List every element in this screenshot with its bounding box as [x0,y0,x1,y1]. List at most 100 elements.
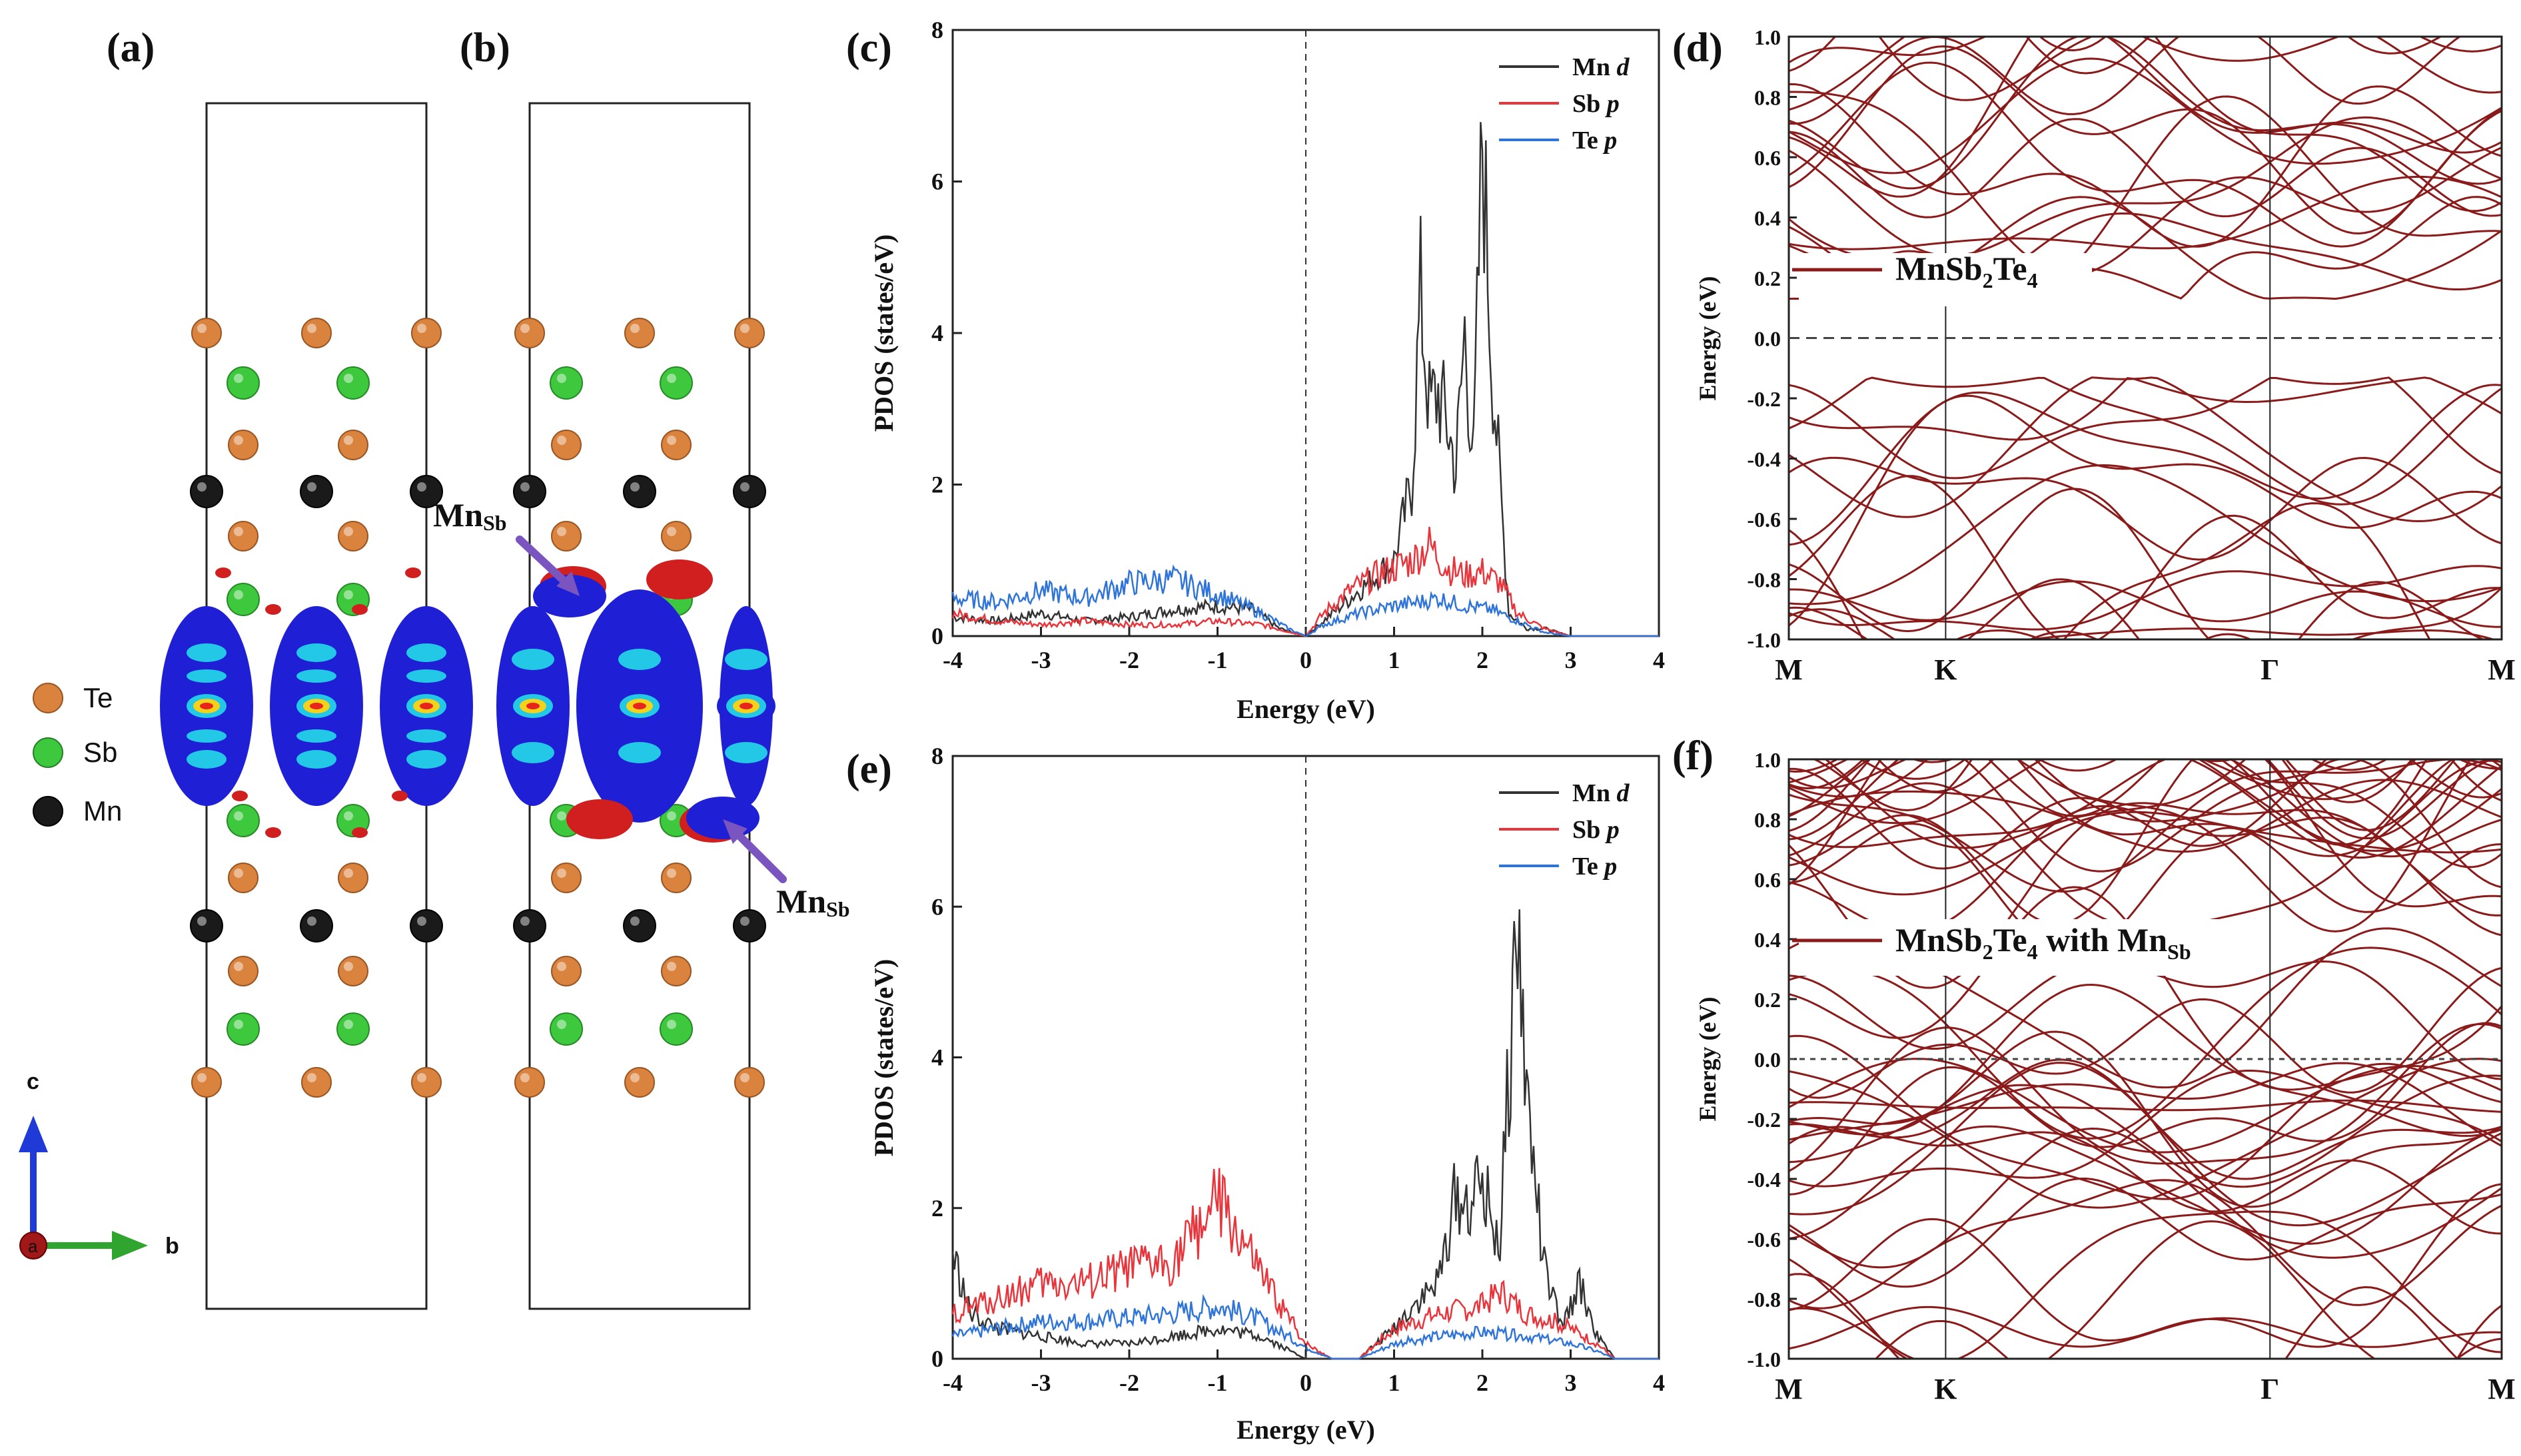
band-line [1789,1058,2502,1180]
legend-sb-ball [33,737,63,768]
x-tick-label: 2 [1476,1369,1488,1396]
atom-highlight [234,1020,243,1029]
band-line [2033,759,2328,823]
atom-highlight [234,811,243,821]
atom-sb [550,366,583,400]
atom-te [624,1067,655,1098]
atom-highlight [667,436,676,445]
density-blue [686,797,759,839]
atom-mn [300,475,333,508]
atom-te [228,521,258,551]
band-line [1789,759,2456,831]
band-line [2230,759,2428,846]
band-line [1824,759,2502,849]
density-lobe [296,750,336,769]
plot-f-ylabel: Energy (eV) [1694,997,1721,1122]
density-red [646,559,713,599]
k-label: M [2488,653,2516,686]
b-axis-head [112,1231,148,1260]
plot-f-legend-text: MnSb2Te4 with MnSb [1895,921,2191,964]
a-axis-label: a [28,1236,38,1256]
y-tick-label: 0.2 [1754,988,1781,1012]
atom-highlight [667,962,676,971]
x-tick-label: -4 [943,647,963,673]
charge-density-a [160,567,473,838]
atom-highlight [234,436,243,445]
band-line [1789,83,2502,248]
atom-mn [190,909,223,942]
band-line [1789,779,2502,853]
band-line [1789,37,2462,125]
band-line [1789,759,2502,886]
atom-sb [227,366,260,400]
y-tick-label: 2 [931,472,943,498]
density-blue [533,575,606,617]
defect-label-top: MnSb [433,496,507,535]
band-line [2024,627,2496,639]
density-lobe [406,643,446,662]
atom-highlight [740,324,750,333]
atom-highlight [520,1073,530,1082]
band-line [1789,456,2502,561]
band-line [1789,1070,2502,1188]
y-tick-label: -1.0 [1747,1347,1781,1371]
atom-te [551,521,582,551]
y-tick-label: -0.2 [1747,387,1781,411]
density-red [566,799,633,839]
atom-sb [227,583,260,616]
atom-te [734,1067,765,1098]
band-line [1789,623,2502,752]
k-label: Γ [2261,1373,2279,1405]
x-tick-label: 1 [1388,1369,1400,1396]
atom-highlight [417,324,426,333]
density-lobe [310,703,323,709]
atom-te [338,863,368,893]
atom-mn [513,475,546,508]
atom-highlight [344,374,353,383]
y-tick-label: 0.6 [1754,868,1781,892]
atom-highlight [307,916,316,926]
band-line [1789,1030,2502,1208]
band-line [1789,759,2414,803]
x-tick-label: -2 [1119,647,1139,673]
y-tick-label: -0.8 [1747,1287,1781,1311]
band-line [2045,37,2069,38]
band-line [1789,502,2431,639]
plot-e-ylabel: PDOS (states/eV) [869,959,899,1157]
plot-d-bands [1789,37,2502,639]
atom-mn [190,475,223,508]
atom-te [661,863,692,893]
band-line [2028,630,2099,639]
band-line [2203,633,2253,639]
density-red [265,827,281,838]
atom-highlight [307,482,316,492]
band-line [1789,565,2502,631]
atom-highlight [557,374,566,383]
y-tick-label: -0.2 [1747,1108,1781,1132]
band-line [1789,376,2502,506]
atom-te [514,318,545,348]
atom-sb [336,1012,370,1046]
atom-highlight [557,962,566,971]
band-line [1789,540,2502,747]
atom-te [338,956,368,986]
defect-arrowhead-bottom [723,819,748,844]
atom-highlight [520,324,530,333]
band-line [1789,1034,2502,1200]
band-line [1789,61,2502,248]
plot-e-xlabel: Energy (eV) [1237,1415,1375,1445]
density-red [215,567,231,578]
band-line [1789,759,2367,873]
band-line [1911,759,2235,763]
k-label: Γ [2261,653,2279,686]
atom-highlight [630,324,640,333]
band-line [1789,175,2502,250]
pdos-plot-e: -4 -3 -2 -1 0 1 2 3 4 0 2 4 6 8 Energy (eV) PDOS (sta… [869,743,1665,1445]
y-tick-label: 1.0 [1754,25,1781,49]
atom-highlight [667,811,676,821]
x-tick-label: 0 [1300,1369,1312,1396]
plot-d-ylabel: Energy (eV) [1694,276,1721,401]
plot-e-legend: Mn d Sb p Te p [1499,779,1630,881]
atom-highlight [630,916,640,926]
atom-sb [336,366,370,400]
